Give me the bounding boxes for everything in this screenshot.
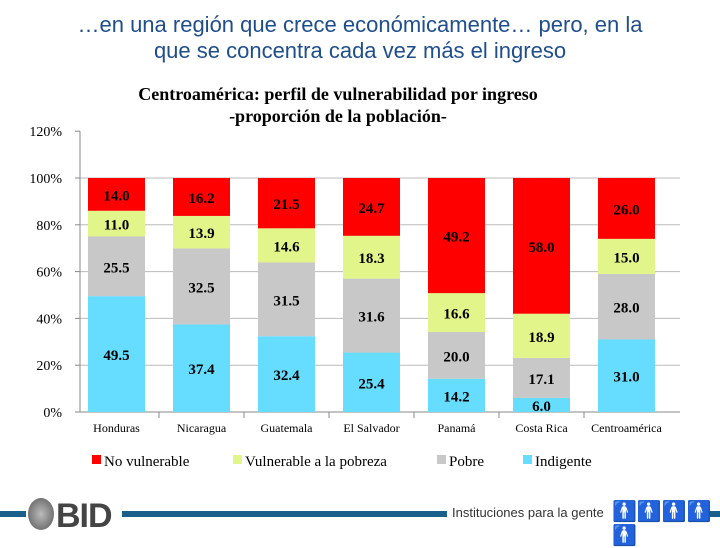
legend-label: Pobre: [449, 454, 484, 470]
bar-segment: [343, 178, 400, 236]
y-tick-label: 0%: [43, 406, 62, 421]
chart-title: Centroamérica: perfil de vulnerabilidad …: [138, 84, 538, 104]
stacked-bar-chart: 0% 20% 40% 60% 80% 100% 120% 49.5 25.5 11.0 14.0 Ho…: [29, 125, 680, 470]
y-tick-label: 60%: [36, 266, 62, 281]
y-tick-label: 40%: [36, 312, 62, 327]
bar-segment: [428, 178, 485, 294]
data-label: 32.4: [273, 368, 300, 384]
bar-segment: [173, 215, 230, 249]
data-label: 31.0: [613, 370, 639, 386]
data-label: 17.1: [528, 372, 554, 388]
bar-segment: [173, 178, 230, 216]
data-label: 14.2: [443, 389, 469, 405]
bar-segment: [343, 352, 400, 412]
x-tick-label: Centroamérica: [591, 421, 662, 435]
data-label: 28.0: [613, 301, 639, 317]
bid-logo: BID: [56, 497, 113, 535]
x-tick-label: Honduras: [93, 421, 140, 435]
data-label: 16.6: [443, 307, 470, 323]
data-label: 31.5: [273, 293, 299, 309]
y-tick-label: 20%: [36, 359, 62, 374]
data-label: 26.0: [613, 202, 639, 218]
x-tick-label: El Salvador: [343, 421, 399, 435]
data-label: 32.5: [188, 280, 214, 296]
bar-segment: [173, 248, 230, 325]
headline-line-1: …en una región que crece económicamente……: [77, 12, 643, 37]
footer-rule-left: [0, 511, 26, 517]
bar-segment: [88, 210, 145, 237]
legend-label: No vulnerable: [104, 454, 190, 470]
data-label: 25.4: [358, 376, 385, 392]
legend-swatch: [92, 455, 101, 464]
bar-segment: [428, 378, 485, 412]
data-label: 49.5: [103, 348, 129, 364]
y-tick-label: 120%: [29, 125, 62, 140]
bar-segment: [598, 273, 655, 340]
legend-swatch: [437, 455, 446, 464]
bar-segment: [88, 296, 145, 412]
bar-segment: [428, 293, 485, 332]
bar-segment: [88, 236, 145, 297]
x-tick-label: Guatemala: [261, 421, 314, 435]
y-tick-label: 80%: [36, 219, 62, 234]
data-label: 20.0: [443, 349, 469, 365]
data-label: 25.5: [103, 260, 129, 276]
people-icons: 🚹🚹🚹🚹🚹: [612, 501, 712, 547]
legend-swatch: [233, 455, 242, 464]
bar-segment: [513, 313, 570, 358]
bar-segment: [598, 178, 655, 239]
data-label: 16.2: [188, 191, 214, 207]
globe-logo-icon: [28, 498, 54, 530]
bar-segment: [173, 324, 230, 412]
bar-segment: [258, 336, 315, 412]
data-label: 15.0: [613, 250, 639, 266]
data-label: 14.6: [273, 239, 300, 255]
bar-segment: [598, 339, 655, 412]
data-label: 14.0: [103, 188, 129, 204]
bar-segment: [513, 178, 570, 314]
headline: …en una región que crece económicamente……: [0, 12, 720, 64]
chart-title-block: Centroamérica: perfil de vulnerabilidad …: [100, 83, 576, 127]
headline-line-2: que se concentra cada vez más el ingreso: [153, 38, 567, 63]
bar-segment: [513, 397, 570, 412]
data-label: 58.0: [528, 240, 554, 256]
data-label: 18.9: [528, 330, 554, 346]
data-label: 13.9: [188, 226, 214, 242]
bar-segment: [343, 278, 400, 353]
bar-segment: [258, 178, 315, 229]
tagline: Instituciones para la gente: [452, 505, 604, 520]
legend-swatch: [523, 455, 532, 464]
data-label: 31.6: [358, 310, 385, 326]
data-label: 6.0: [532, 399, 551, 415]
x-tick-label: Panamá: [438, 421, 477, 435]
bar-segment: [598, 238, 655, 274]
y-tick-label: 100%: [29, 172, 62, 187]
bar-segment: [88, 178, 145, 211]
footer-rule-mid: [122, 511, 447, 517]
data-label: 49.2: [443, 230, 469, 246]
data-label: 24.7: [358, 201, 385, 217]
chart-subtitle: -proporción de la población-: [229, 106, 447, 126]
data-label: 21.5: [273, 197, 299, 213]
footer-rule-right: [694, 511, 720, 517]
bar-segment: [343, 235, 400, 279]
data-label: 18.3: [358, 251, 384, 267]
x-tick-label: Nicaragua: [177, 421, 227, 435]
bar-segment: [513, 357, 570, 398]
bar-segment: [258, 262, 315, 337]
data-label: 11.0: [104, 218, 129, 234]
x-tick-label: Costa Rica: [515, 421, 568, 435]
legend-label: Indigente: [535, 454, 592, 470]
bar-segment: [258, 228, 315, 263]
bar-segment: [428, 331, 485, 379]
legend-label: Vulnerable a la pobreza: [245, 454, 387, 470]
data-label: 37.4: [188, 362, 215, 378]
